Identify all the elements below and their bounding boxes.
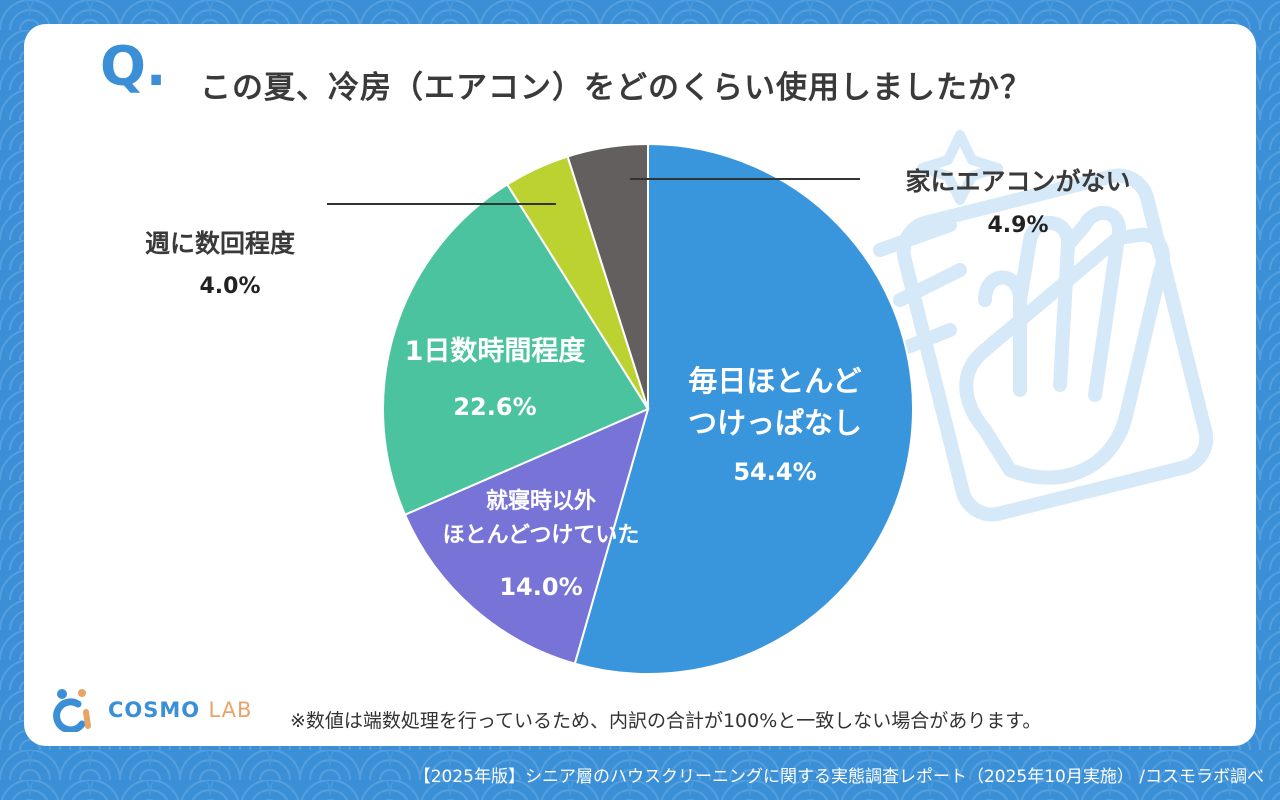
slice-label-4: 家にエアコンがない bbox=[905, 167, 1130, 196]
slice-label-1: 就寝時以外ほとんどつけていた bbox=[443, 488, 640, 548]
slice-label-0: 毎日ほとんどつけっぱなし bbox=[688, 364, 862, 440]
rounding-note: ※数値は端数処理を行っているため、内訳の合計が100%と一致しない場合があります… bbox=[290, 710, 1042, 732]
pie-slice-0 bbox=[573, 142, 914, 675]
slice-label-2: 1日数時間程度 bbox=[405, 335, 586, 367]
cleaning-hand-cloth-icon bbox=[873, 130, 1214, 522]
source-footer: 【2025年版】シニア層のハウスクリーニングに関する実態調査レポート（2025年… bbox=[413, 767, 1264, 787]
pie-slice-1 bbox=[403, 407, 650, 665]
slice-value-2: 22.6% bbox=[453, 393, 536, 421]
slice-value-0: 54.4% bbox=[733, 458, 816, 486]
logo-sub-text: LAB bbox=[208, 698, 253, 722]
slice-value-4: 4.9% bbox=[987, 213, 1048, 238]
slice-label-3: 週に数回程度 bbox=[145, 229, 295, 258]
slice-value-3: 4.0% bbox=[199, 274, 260, 299]
logo-icon bbox=[53, 689, 91, 732]
question-title: この夏、冷房（エアコン）をどのくらい使用しましたか？ bbox=[200, 70, 1032, 106]
slice-value-1: 14.0% bbox=[499, 573, 582, 601]
cosmo-lab-logo: COSMO LAB bbox=[52, 688, 252, 732]
pie-slice-4 bbox=[566, 142, 649, 410]
logo-main-text: COSMO bbox=[108, 698, 201, 722]
question-mark: Q. bbox=[100, 35, 167, 98]
pie-slice-2 bbox=[382, 183, 650, 517]
